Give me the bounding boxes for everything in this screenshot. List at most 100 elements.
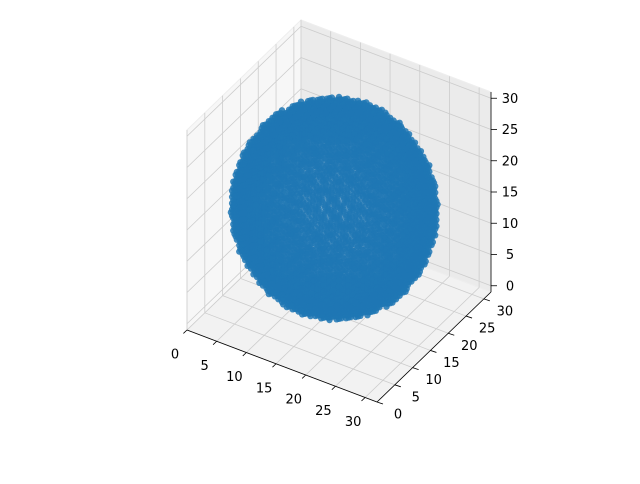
data-point — [299, 285, 305, 291]
data-point — [271, 196, 277, 202]
data-point — [370, 263, 376, 269]
data-point — [309, 297, 315, 303]
data-point — [265, 194, 271, 200]
data-point — [301, 173, 307, 179]
data-point — [291, 153, 297, 159]
data-point — [330, 294, 336, 300]
data-point — [286, 185, 292, 191]
data-point — [314, 293, 320, 299]
data-point — [260, 170, 266, 176]
data-point — [364, 236, 370, 242]
data-point — [297, 156, 303, 162]
data-point — [273, 202, 279, 208]
data-point — [285, 206, 291, 212]
data-point — [255, 159, 261, 165]
data-point — [361, 264, 367, 270]
data-point — [259, 192, 265, 198]
data-point — [309, 234, 315, 240]
data-point — [404, 222, 410, 228]
data-point — [349, 222, 355, 228]
data-point — [326, 272, 332, 278]
data-point — [338, 178, 344, 184]
data-point — [351, 272, 357, 278]
data-point — [285, 151, 291, 157]
data-point — [290, 169, 296, 175]
data-point — [330, 231, 336, 237]
data-point — [259, 198, 265, 204]
data-point — [326, 260, 332, 266]
data-point — [339, 230, 345, 236]
data-point — [265, 121, 271, 127]
data-point — [248, 178, 254, 184]
data-point — [255, 208, 261, 214]
data-point — [385, 151, 391, 157]
data-point — [305, 262, 311, 268]
data-point — [244, 194, 250, 200]
data-point — [304, 185, 310, 191]
data-point — [269, 268, 275, 274]
data-point — [328, 307, 334, 313]
data-point — [309, 222, 315, 228]
data-point — [275, 226, 281, 232]
data-point — [383, 271, 389, 277]
data-point — [282, 115, 288, 121]
data-point — [263, 259, 269, 265]
data-point — [297, 217, 303, 223]
data-point — [246, 142, 252, 148]
data-point — [286, 136, 292, 142]
data-point — [394, 211, 400, 217]
data-point — [349, 229, 355, 235]
data-point — [273, 208, 279, 214]
data-point — [272, 168, 278, 174]
data-point — [252, 168, 258, 174]
data-point — [325, 188, 331, 194]
data-point — [281, 247, 287, 253]
data-point — [336, 271, 342, 277]
data-point — [314, 230, 320, 236]
data-point — [261, 279, 267, 285]
data-point — [388, 196, 394, 202]
data-point — [305, 244, 311, 250]
data-point — [278, 110, 284, 116]
data-point — [336, 166, 342, 172]
data-point — [241, 204, 247, 210]
data-point — [374, 247, 380, 253]
data-point — [318, 214, 324, 220]
data-point — [333, 303, 339, 309]
data-point — [293, 233, 299, 239]
data-point — [325, 195, 331, 201]
data-point — [252, 242, 258, 248]
data-point — [292, 181, 298, 187]
data-point — [326, 253, 332, 259]
data-point — [253, 202, 259, 208]
data-point — [261, 210, 267, 216]
data-point — [287, 237, 293, 243]
data-point — [293, 277, 299, 283]
data-point — [291, 215, 297, 221]
data-point — [318, 302, 324, 308]
data-point — [299, 279, 305, 285]
data-point — [305, 250, 311, 256]
data-point — [325, 313, 331, 319]
data-point — [261, 204, 267, 210]
data-point — [311, 265, 317, 271]
data-point — [387, 230, 393, 236]
data-point — [320, 239, 326, 245]
data-point — [269, 243, 275, 249]
data-point — [285, 294, 291, 300]
data-point — [360, 193, 366, 199]
data-point — [233, 214, 239, 220]
data-point — [347, 204, 353, 210]
data-point — [297, 211, 303, 217]
data-point — [336, 290, 342, 296]
data-point — [343, 153, 349, 159]
data-point — [383, 252, 389, 258]
data-point — [253, 196, 259, 202]
data-point — [265, 288, 271, 294]
data-point — [269, 280, 275, 286]
data-point — [299, 235, 305, 241]
data-point — [269, 274, 275, 280]
data-point — [355, 163, 361, 169]
data-point — [299, 248, 305, 254]
data-point — [368, 220, 374, 226]
